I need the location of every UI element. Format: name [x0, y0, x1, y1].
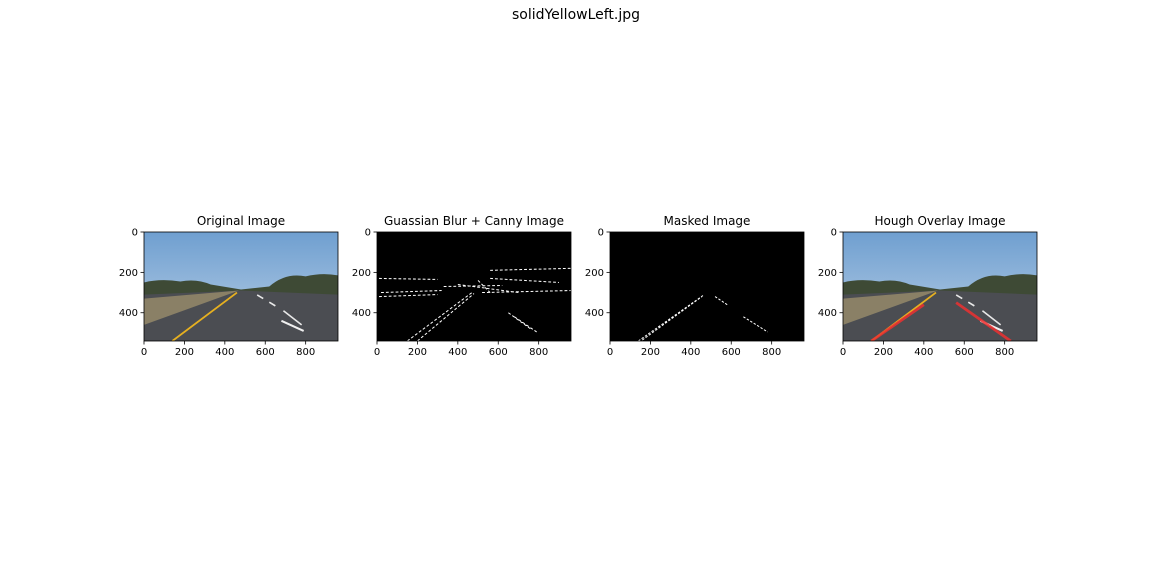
y-tick-label: 200: [352, 268, 371, 279]
x-tick-label: 800: [995, 347, 1014, 358]
y-tick-label: 0: [598, 228, 604, 239]
x-tick-label: 200: [874, 347, 893, 358]
x-tick-label: 600: [256, 347, 275, 358]
x-tick-label: 600: [955, 347, 974, 358]
x-tick-label: 200: [175, 347, 194, 358]
axes-title: Hough Overlay Image: [874, 214, 1005, 228]
x-tick-label: 0: [374, 347, 380, 358]
figure-title: solidYellowLeft.jpg: [512, 7, 640, 23]
x-tick-label: 200: [408, 347, 427, 358]
image: [610, 232, 804, 341]
y-tick-label: 400: [352, 308, 371, 319]
y-tick-label: 400: [818, 308, 837, 319]
axes-frame: [842, 231, 1038, 342]
x-tick-label: 800: [762, 347, 781, 358]
x-tick-label: 400: [914, 347, 933, 358]
axes-title: Guassian Blur + Canny Image: [384, 214, 564, 228]
y-tick-label: 400: [119, 308, 138, 319]
y-tick-label: 200: [585, 268, 604, 279]
x-tick-label: 400: [681, 347, 700, 358]
x-tick-label: 0: [141, 347, 147, 358]
axes-frame: [376, 231, 572, 342]
y-tick-label: 400: [585, 308, 604, 319]
x-tick-label: 200: [641, 347, 660, 358]
axes-title: Original Image: [197, 214, 285, 228]
axes-frame: [609, 231, 805, 342]
y-tick-label: 200: [818, 268, 837, 279]
axes-frame: [143, 231, 339, 342]
image: [843, 232, 1037, 341]
axes-title: Masked Image: [664, 214, 751, 228]
image: [377, 232, 571, 341]
x-tick-label: 0: [840, 347, 846, 358]
x-tick-label: 400: [215, 347, 234, 358]
x-tick-label: 800: [529, 347, 548, 358]
x-tick-label: 0: [607, 347, 613, 358]
image: [144, 232, 338, 341]
x-tick-label: 600: [722, 347, 741, 358]
y-tick-label: 200: [119, 268, 138, 279]
y-tick-label: 0: [132, 228, 138, 239]
y-tick-label: 0: [831, 228, 837, 239]
x-tick-label: 400: [448, 347, 467, 358]
x-tick-label: 600: [489, 347, 508, 358]
y-tick-label: 0: [365, 228, 371, 239]
x-tick-label: 800: [296, 347, 315, 358]
